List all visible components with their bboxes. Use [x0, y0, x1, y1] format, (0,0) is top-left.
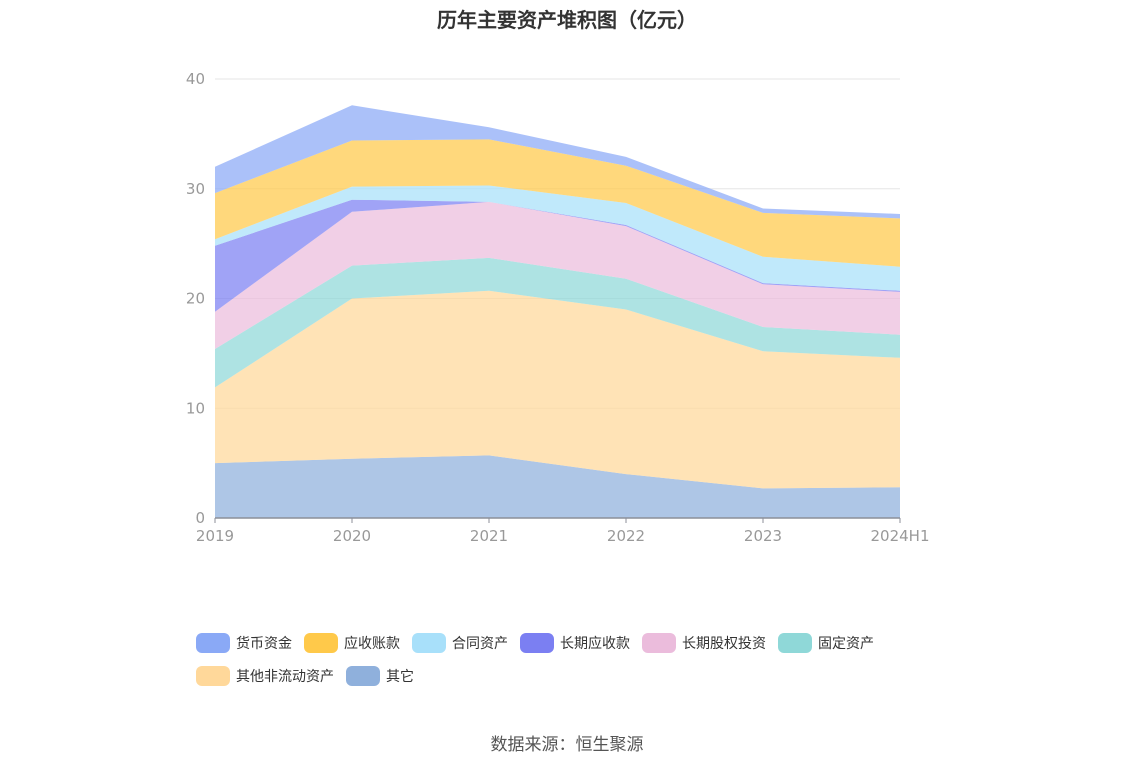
legend-label: 其他非流动资产 — [236, 668, 334, 685]
area-series-4 — [215, 201, 900, 349]
legend-item[interactable]: 其他非流动资产 — [196, 665, 334, 686]
stacked-area-chart: 0 10 20 30 40 2019 2020 2021 2022 2023 2024H1 — [186, 70, 930, 545]
x-tick-label: 2022 — [607, 527, 645, 545]
legend-swatch — [412, 632, 446, 653]
legend-label: 合同资产 — [452, 635, 508, 652]
area-series-3 — [215, 257, 900, 388]
legend-label: 其它 — [386, 668, 414, 685]
area-series-8 — [215, 105, 900, 219]
y-tick-label: 40 — [186, 70, 205, 88]
legend-item[interactable]: 长期应收款 — [520, 632, 630, 653]
x-tick-label: 2020 — [333, 527, 371, 545]
x-tick-label: 2021 — [470, 527, 508, 545]
legend-swatch — [196, 665, 230, 686]
legend-swatch — [196, 632, 230, 653]
axes: 0 10 20 30 40 2019 2020 2021 2022 2023 2024H1 — [186, 70, 930, 545]
area-series-7 — [215, 139, 900, 267]
legend-label: 货币资金 — [236, 635, 292, 652]
area-series-1 — [215, 455, 900, 518]
chart-title: 历年主要资产堆积图（亿元） — [437, 8, 697, 32]
y-tick-label: 0 — [195, 509, 205, 527]
area-series-2 — [215, 290, 900, 489]
legend-swatch — [778, 632, 812, 653]
area-series — [215, 105, 900, 518]
legend-item[interactable]: 长期股权投资 — [642, 632, 766, 653]
x-tick-label: 2019 — [196, 527, 234, 545]
y-tick-label: 30 — [186, 180, 205, 198]
legend-item[interactable]: 其它 — [346, 665, 414, 686]
legend-item[interactable]: 货币资金 — [196, 632, 292, 653]
area-series-6 — [215, 185, 900, 291]
legend-item[interactable]: 合同资产 — [412, 632, 508, 653]
y-tick-label: 20 — [186, 290, 205, 308]
legend-label: 长期应收款 — [560, 635, 630, 652]
legend-swatch — [346, 665, 380, 686]
legend: 货币资金 应收账款 合同资产 长期应收款 长期股权投资 固定资产其他非流动资产 其它 — [196, 632, 956, 698]
legend-swatch — [642, 632, 676, 653]
legend-item[interactable]: 应收账款 — [304, 632, 400, 653]
legend-swatch — [520, 632, 554, 653]
x-tick-label: 2024H1 — [871, 527, 930, 545]
legend-item[interactable]: 固定资产 — [778, 632, 874, 653]
legend-label: 固定资产 — [818, 635, 874, 652]
legend-label: 应收账款 — [344, 635, 400, 652]
x-tick-label: 2023 — [744, 527, 782, 545]
legend-label: 长期股权投资 — [682, 635, 766, 652]
y-tick-label: 10 — [186, 399, 205, 417]
legend-swatch — [304, 632, 338, 653]
source-note: 数据来源：恒生聚源 — [490, 735, 644, 755]
